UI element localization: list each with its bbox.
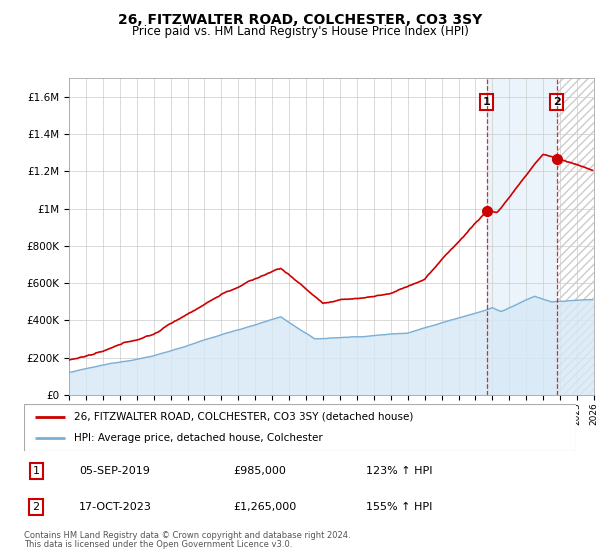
Text: Contains HM Land Registry data © Crown copyright and database right 2024.: Contains HM Land Registry data © Crown c… xyxy=(24,531,350,540)
Bar xyxy=(487,78,557,395)
Bar xyxy=(557,78,594,395)
FancyBboxPatch shape xyxy=(24,404,576,451)
Text: £985,000: £985,000 xyxy=(234,466,287,476)
Bar xyxy=(557,78,594,395)
Text: 155% ↑ HPI: 155% ↑ HPI xyxy=(366,502,433,512)
Text: £1,265,000: £1,265,000 xyxy=(234,502,297,512)
Text: 1: 1 xyxy=(483,97,491,107)
Text: 2: 2 xyxy=(553,97,560,107)
Text: 1: 1 xyxy=(32,466,40,476)
Text: HPI: Average price, detached house, Colchester: HPI: Average price, detached house, Colc… xyxy=(74,433,322,444)
Text: Price paid vs. HM Land Registry's House Price Index (HPI): Price paid vs. HM Land Registry's House … xyxy=(131,25,469,38)
Text: 2: 2 xyxy=(32,502,40,512)
Text: 26, FITZWALTER ROAD, COLCHESTER, CO3 3SY: 26, FITZWALTER ROAD, COLCHESTER, CO3 3SY xyxy=(118,13,482,27)
Text: This data is licensed under the Open Government Licence v3.0.: This data is licensed under the Open Gov… xyxy=(24,540,292,549)
Text: 123% ↑ HPI: 123% ↑ HPI xyxy=(366,466,433,476)
Text: 05-SEP-2019: 05-SEP-2019 xyxy=(79,466,150,476)
Text: 26, FITZWALTER ROAD, COLCHESTER, CO3 3SY (detached house): 26, FITZWALTER ROAD, COLCHESTER, CO3 3SY… xyxy=(74,412,413,422)
Text: 17-OCT-2023: 17-OCT-2023 xyxy=(79,502,152,512)
